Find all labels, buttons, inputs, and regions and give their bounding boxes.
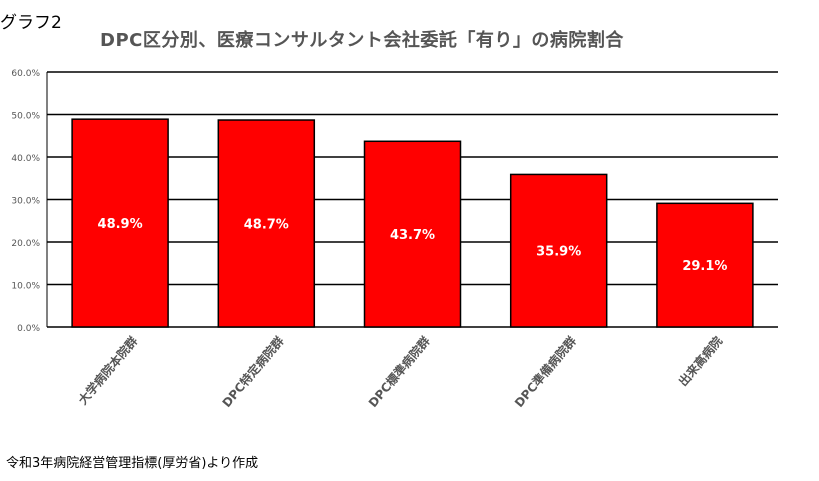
bar: [217, 119, 316, 328]
y-tick-label: 60.0%: [11, 69, 40, 79]
y-tick-label: 20.0%: [11, 239, 40, 249]
chart-title: DPC区分別、医療コンサルタント会社委託「有り」の病院割合: [100, 30, 624, 51]
figure-label: グラフ2: [0, 13, 62, 33]
y-tick-label: 10.0%: [11, 282, 40, 292]
x-tick-label: DPC特定病院群: [219, 333, 287, 410]
data-label: 48.9%: [98, 217, 143, 232]
bar: [656, 202, 754, 328]
x-tick-label: DPC標準病院群: [365, 333, 433, 410]
bar: [509, 173, 608, 328]
y-tick-label: 30.0%: [11, 197, 40, 207]
x-tick-label: 大学病院本院群: [75, 333, 140, 407]
source-note: 令和3年病院経営管理指標(厚労省)より作成: [6, 456, 259, 471]
bar: [71, 118, 169, 328]
data-label: 29.1%: [682, 259, 727, 274]
y-tick-label: 40.0%: [11, 154, 40, 164]
y-tick-label: 0.0%: [17, 324, 40, 334]
y-tick-label: 50.0%: [11, 112, 40, 122]
bar: [363, 140, 462, 328]
x-tick-label: 出来高病院: [675, 333, 725, 389]
data-label: 48.7%: [244, 218, 289, 233]
data-label: 35.9%: [536, 245, 581, 260]
x-tick-label: DPC準備病院群: [511, 333, 579, 410]
data-label: 43.7%: [390, 228, 435, 243]
